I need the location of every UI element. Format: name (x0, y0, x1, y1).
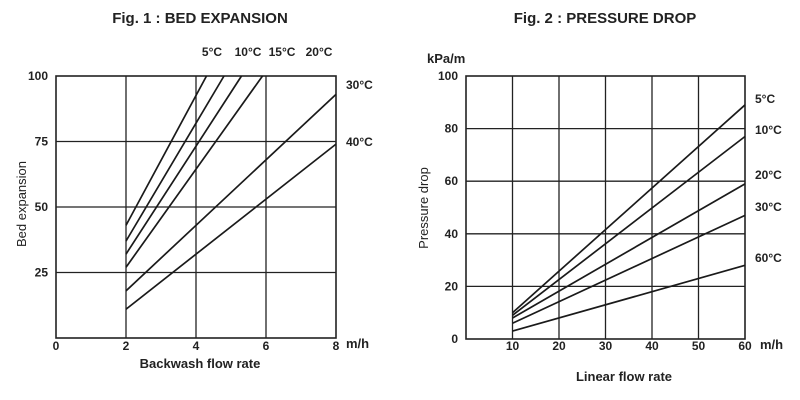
x-tick-label: 30 (599, 339, 613, 353)
y-axis-label: Pressure drop (416, 167, 431, 249)
series-label: 20°C (755, 168, 782, 182)
series-line (125, 75, 264, 268)
y-tick-label: 25 (35, 266, 49, 280)
x-tick-label: 60 (738, 339, 752, 353)
x-tick-label: 0 (53, 339, 60, 353)
series-label: 40°C (346, 135, 373, 149)
y-tick-label: 100 (28, 69, 48, 83)
tick-labels: 0 2 4 6 8 25 50 75 100 (28, 69, 340, 353)
y-tick-label: 75 (35, 135, 49, 149)
series-line (125, 75, 208, 226)
series-label: 5°C (202, 45, 222, 59)
series-label: 10°C (755, 123, 782, 137)
chart-title: Fig. 1 : BED EXPANSION (112, 10, 288, 27)
y-tick-label: 100 (438, 69, 458, 83)
series-line (512, 264, 746, 332)
x-tick-label: 10 (506, 339, 520, 353)
y-tick-label: 40 (445, 227, 459, 241)
x-axis-unit: m/h (346, 336, 369, 351)
y-axis-unit: kPa/m (427, 51, 465, 66)
bed-expansion-chart: Fig. 1 : BED EXPANSION Bed expansion Bac… (14, 10, 373, 371)
x-tick-label: 20 (552, 339, 566, 353)
x-tick-label: 2 (123, 339, 130, 353)
series-line (125, 93, 337, 292)
series-line (511, 135, 746, 317)
pressure-drop-chart: Fig. 2 : PRESSURE DROP kPa/m Pressure dr… (416, 10, 783, 384)
series-labels: 5°C 10°C 20°C 30°C 60°C (755, 92, 782, 265)
series-label: 15°C (269, 45, 296, 59)
series-label: 5°C (755, 92, 775, 106)
series-line (511, 104, 746, 314)
series-label: 10°C (235, 45, 262, 59)
series-label: 20°C (306, 45, 333, 59)
series-lines (125, 75, 337, 310)
series-line (125, 75, 225, 242)
y-tick-label: 60 (445, 174, 459, 188)
series-line (512, 183, 746, 319)
x-axis-label: Backwash flow rate (140, 356, 261, 371)
series-label: 30°C (755, 200, 782, 214)
series-line (512, 214, 746, 324)
series-line (125, 75, 243, 255)
series-label: 30°C (346, 78, 373, 92)
x-tick-label: 50 (692, 339, 706, 353)
series-label: 60°C (755, 251, 782, 265)
x-tick-label: 4 (193, 339, 200, 353)
y-tick-label: 0 (451, 332, 458, 346)
y-tick-label: 50 (35, 200, 49, 214)
grid (465, 75, 746, 340)
series-lines (511, 104, 746, 332)
x-tick-label: 40 (645, 339, 659, 353)
y-tick-label: 20 (445, 279, 459, 293)
y-axis-label: Bed expansion (14, 161, 29, 247)
tick-labels: 10 20 30 40 50 60 0 20 40 60 80 100 (438, 69, 752, 353)
y-tick-label: 80 (445, 122, 459, 136)
grid (55, 75, 337, 339)
x-tick-label: 8 (333, 339, 340, 353)
x-axis-label: Linear flow rate (576, 369, 672, 384)
x-axis-unit: m/h (760, 337, 783, 352)
series-line (125, 143, 337, 310)
x-tick-label: 6 (263, 339, 270, 353)
series-labels: 5°C 10°C 15°C 20°C 30°C 40°C (202, 45, 373, 149)
chart-title: Fig. 2 : PRESSURE DROP (514, 10, 697, 27)
